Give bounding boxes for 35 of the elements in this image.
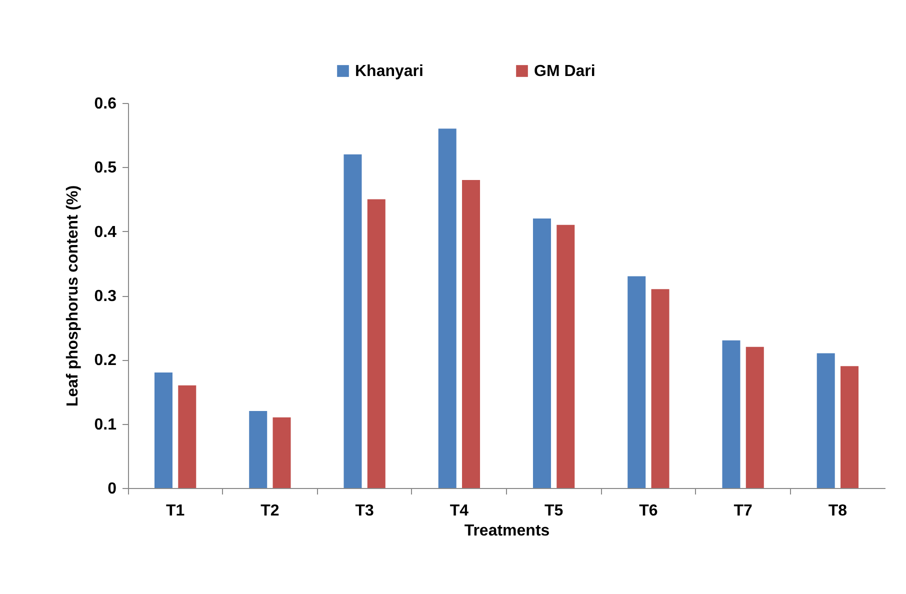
bar bbox=[816, 353, 835, 488]
x-tick-label: T2 bbox=[260, 502, 280, 520]
bar bbox=[367, 199, 386, 488]
x-tick-label: T6 bbox=[639, 502, 658, 520]
bar bbox=[272, 417, 291, 488]
bar bbox=[746, 346, 764, 488]
bar bbox=[438, 128, 456, 488]
y-axis-title: Leaf phosphorus content (%) bbox=[64, 185, 82, 407]
bar bbox=[840, 366, 859, 488]
bar bbox=[154, 372, 172, 488]
x-tick-label: T3 bbox=[355, 502, 374, 520]
y-tick-label: 0.2 bbox=[94, 352, 117, 370]
bar bbox=[722, 340, 740, 488]
y-tick-label: 0.3 bbox=[94, 288, 117, 305]
x-tick-label: T8 bbox=[828, 502, 848, 520]
x-tick-label: T4 bbox=[450, 502, 469, 520]
x-axis-title: Treatments bbox=[464, 522, 550, 540]
bar bbox=[249, 411, 268, 488]
x-tick-label: T7 bbox=[734, 502, 752, 520]
bar bbox=[344, 154, 362, 488]
y-tick-label: 0 bbox=[108, 480, 117, 498]
x-tick-label: T1 bbox=[166, 502, 185, 520]
bar bbox=[178, 385, 196, 488]
legend-label: GM Dari bbox=[534, 63, 596, 80]
y-tick-label: 0.1 bbox=[94, 416, 117, 434]
y-tick-label: 0.6 bbox=[94, 96, 117, 112]
legend-label: Khanyari bbox=[355, 63, 424, 80]
bar bbox=[556, 224, 575, 488]
bar bbox=[532, 218, 551, 488]
y-tick-label: 0.4 bbox=[94, 224, 117, 241]
bar bbox=[628, 276, 646, 488]
bar bbox=[651, 289, 670, 488]
x-tick-label: T5 bbox=[544, 502, 564, 520]
y-tick-label: 0.5 bbox=[94, 160, 117, 177]
bar bbox=[462, 180, 480, 488]
